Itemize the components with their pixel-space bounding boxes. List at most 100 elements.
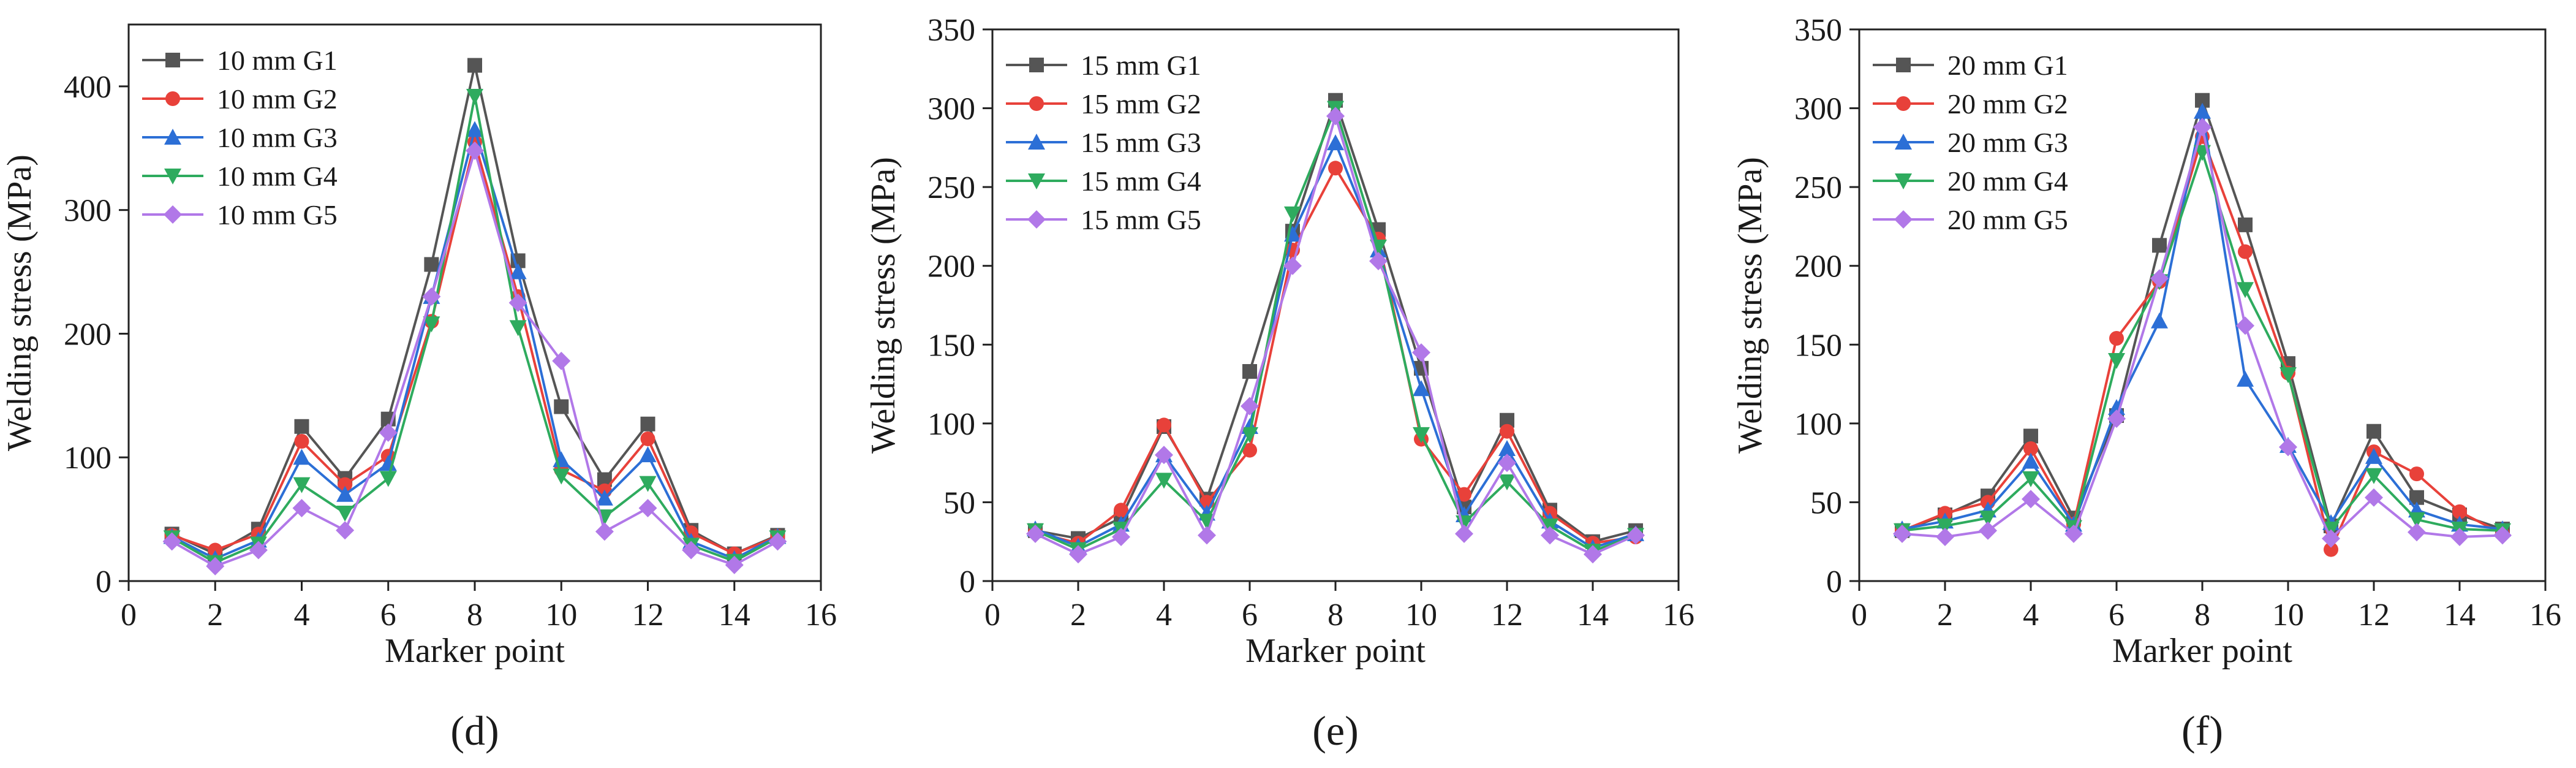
y-tick-label: 350 bbox=[1794, 13, 1842, 48]
data-point bbox=[379, 423, 398, 442]
data-point bbox=[1112, 528, 1130, 546]
x-tick-label: 6 bbox=[1242, 598, 1258, 633]
data-point bbox=[1498, 454, 1516, 473]
x-tick-label: 6 bbox=[2109, 598, 2125, 633]
data-point bbox=[1198, 514, 1215, 530]
data-point bbox=[2107, 409, 2126, 428]
data-point bbox=[1498, 440, 1516, 456]
legend-label: 15 mm G1 bbox=[1081, 50, 1201, 81]
x-tick-label: 16 bbox=[805, 598, 837, 633]
legend-marker bbox=[165, 91, 180, 106]
y-tick-label: 350 bbox=[927, 13, 975, 48]
legend-label: 15 mm G4 bbox=[1081, 165, 1201, 197]
legend-item: 10 mm G3 bbox=[142, 122, 338, 153]
legend-item: 15 mm G1 bbox=[1006, 50, 1201, 81]
y-tick-label: 50 bbox=[943, 485, 975, 520]
y-tick-label: 100 bbox=[927, 407, 975, 442]
y-axis-title: Welding stress (MPa) bbox=[864, 157, 902, 454]
data-point bbox=[1283, 256, 1302, 275]
data-point bbox=[640, 416, 655, 432]
x-tick-label: 0 bbox=[121, 598, 137, 633]
x-axis-title: Marker point bbox=[385, 632, 565, 670]
y-axis-title: Welding stress (MPa) bbox=[1731, 157, 1769, 454]
y-tick-label: 100 bbox=[64, 441, 111, 476]
y-tick-label: 0 bbox=[959, 565, 975, 599]
data-point bbox=[1498, 474, 1516, 490]
y-tick-label: 100 bbox=[1794, 407, 1842, 442]
data-point bbox=[1327, 134, 1344, 151]
legend-marker bbox=[1896, 58, 1911, 72]
legend-label: 15 mm G3 bbox=[1081, 127, 1201, 158]
data-point bbox=[2279, 438, 2297, 457]
data-point bbox=[1114, 503, 1128, 518]
legend-marker bbox=[1028, 173, 1045, 189]
data-point bbox=[206, 557, 225, 576]
data-point bbox=[422, 287, 441, 306]
x-tick-label: 2 bbox=[207, 598, 223, 633]
legend-label: 20 mm G5 bbox=[1947, 204, 2068, 235]
data-point bbox=[2023, 441, 2038, 456]
data-point bbox=[1026, 524, 1044, 543]
data-point bbox=[2450, 528, 2469, 546]
data-point bbox=[553, 468, 570, 485]
legend-label: 10 mm G5 bbox=[217, 199, 338, 230]
data-point bbox=[1326, 107, 1345, 126]
x-tick-label: 10 bbox=[1405, 598, 1437, 633]
data-point bbox=[1328, 161, 1343, 176]
data-point bbox=[1069, 545, 1087, 564]
data-point bbox=[1157, 417, 1171, 433]
data-point bbox=[2193, 118, 2212, 137]
legend-label: 20 mm G1 bbox=[1947, 50, 2068, 81]
chart-panel-2: 0 2 4 6 8 10 12 14 16 0 50 100 150 200 250 300 350 Marker… bbox=[864, 13, 1694, 754]
x-tick-label: 2 bbox=[1070, 598, 1086, 633]
x-tick-label: 4 bbox=[2023, 598, 2039, 633]
data-point bbox=[336, 485, 354, 502]
series-5 bbox=[1893, 118, 2512, 548]
legend-item: 15 mm G2 bbox=[1006, 88, 1201, 120]
data-point bbox=[1413, 380, 1430, 397]
data-point bbox=[1242, 364, 1257, 379]
legend-marker bbox=[164, 205, 182, 224]
y-tick-label: 250 bbox=[927, 170, 975, 205]
legend-item: 10 mm G4 bbox=[142, 161, 338, 192]
data-point bbox=[768, 532, 787, 551]
x-axis-title: Marker point bbox=[2112, 632, 2292, 670]
legend-item: 10 mm G1 bbox=[142, 45, 338, 76]
x-tick-label: 6 bbox=[380, 598, 396, 633]
data-point bbox=[1413, 427, 1430, 443]
y-tick-label: 150 bbox=[927, 328, 975, 363]
data-point bbox=[2493, 526, 2512, 545]
data-point bbox=[2408, 512, 2425, 528]
legend-label: 10 mm G2 bbox=[217, 83, 338, 115]
x-tick-label: 10 bbox=[2272, 598, 2304, 633]
data-point bbox=[336, 506, 354, 522]
x-tick-label: 8 bbox=[467, 598, 483, 633]
data-point bbox=[249, 541, 268, 560]
legend-item: 10 mm G5 bbox=[142, 199, 338, 230]
legend-item: 20 mm G3 bbox=[1873, 127, 2068, 158]
legend-label: 10 mm G4 bbox=[217, 161, 338, 192]
x-tick-label: 14 bbox=[2444, 598, 2476, 633]
data-point bbox=[2236, 316, 2254, 335]
data-point bbox=[1936, 528, 1954, 546]
legend-marker bbox=[164, 169, 181, 184]
x-axis-title: Marker point bbox=[1245, 632, 1426, 670]
data-point bbox=[1155, 473, 1173, 489]
data-point bbox=[1155, 446, 1173, 465]
x-tick-label: 0 bbox=[1851, 598, 1867, 633]
data-point bbox=[1241, 397, 1259, 416]
data-point bbox=[1241, 427, 1258, 443]
y-tick-label: 50 bbox=[1810, 485, 1842, 520]
data-point bbox=[293, 449, 311, 465]
data-point bbox=[466, 89, 483, 105]
data-point bbox=[2322, 529, 2340, 548]
x-tick-label: 12 bbox=[632, 598, 664, 633]
y-tick-label: 250 bbox=[1794, 170, 1842, 205]
series-line bbox=[1902, 99, 2503, 532]
data-point bbox=[509, 320, 527, 336]
x-tick-label: 8 bbox=[2194, 598, 2210, 633]
y-tick-label: 200 bbox=[927, 249, 975, 284]
data-point bbox=[1455, 524, 1473, 543]
legend-item: 20 mm G5 bbox=[1873, 204, 2068, 235]
data-point bbox=[639, 446, 657, 463]
